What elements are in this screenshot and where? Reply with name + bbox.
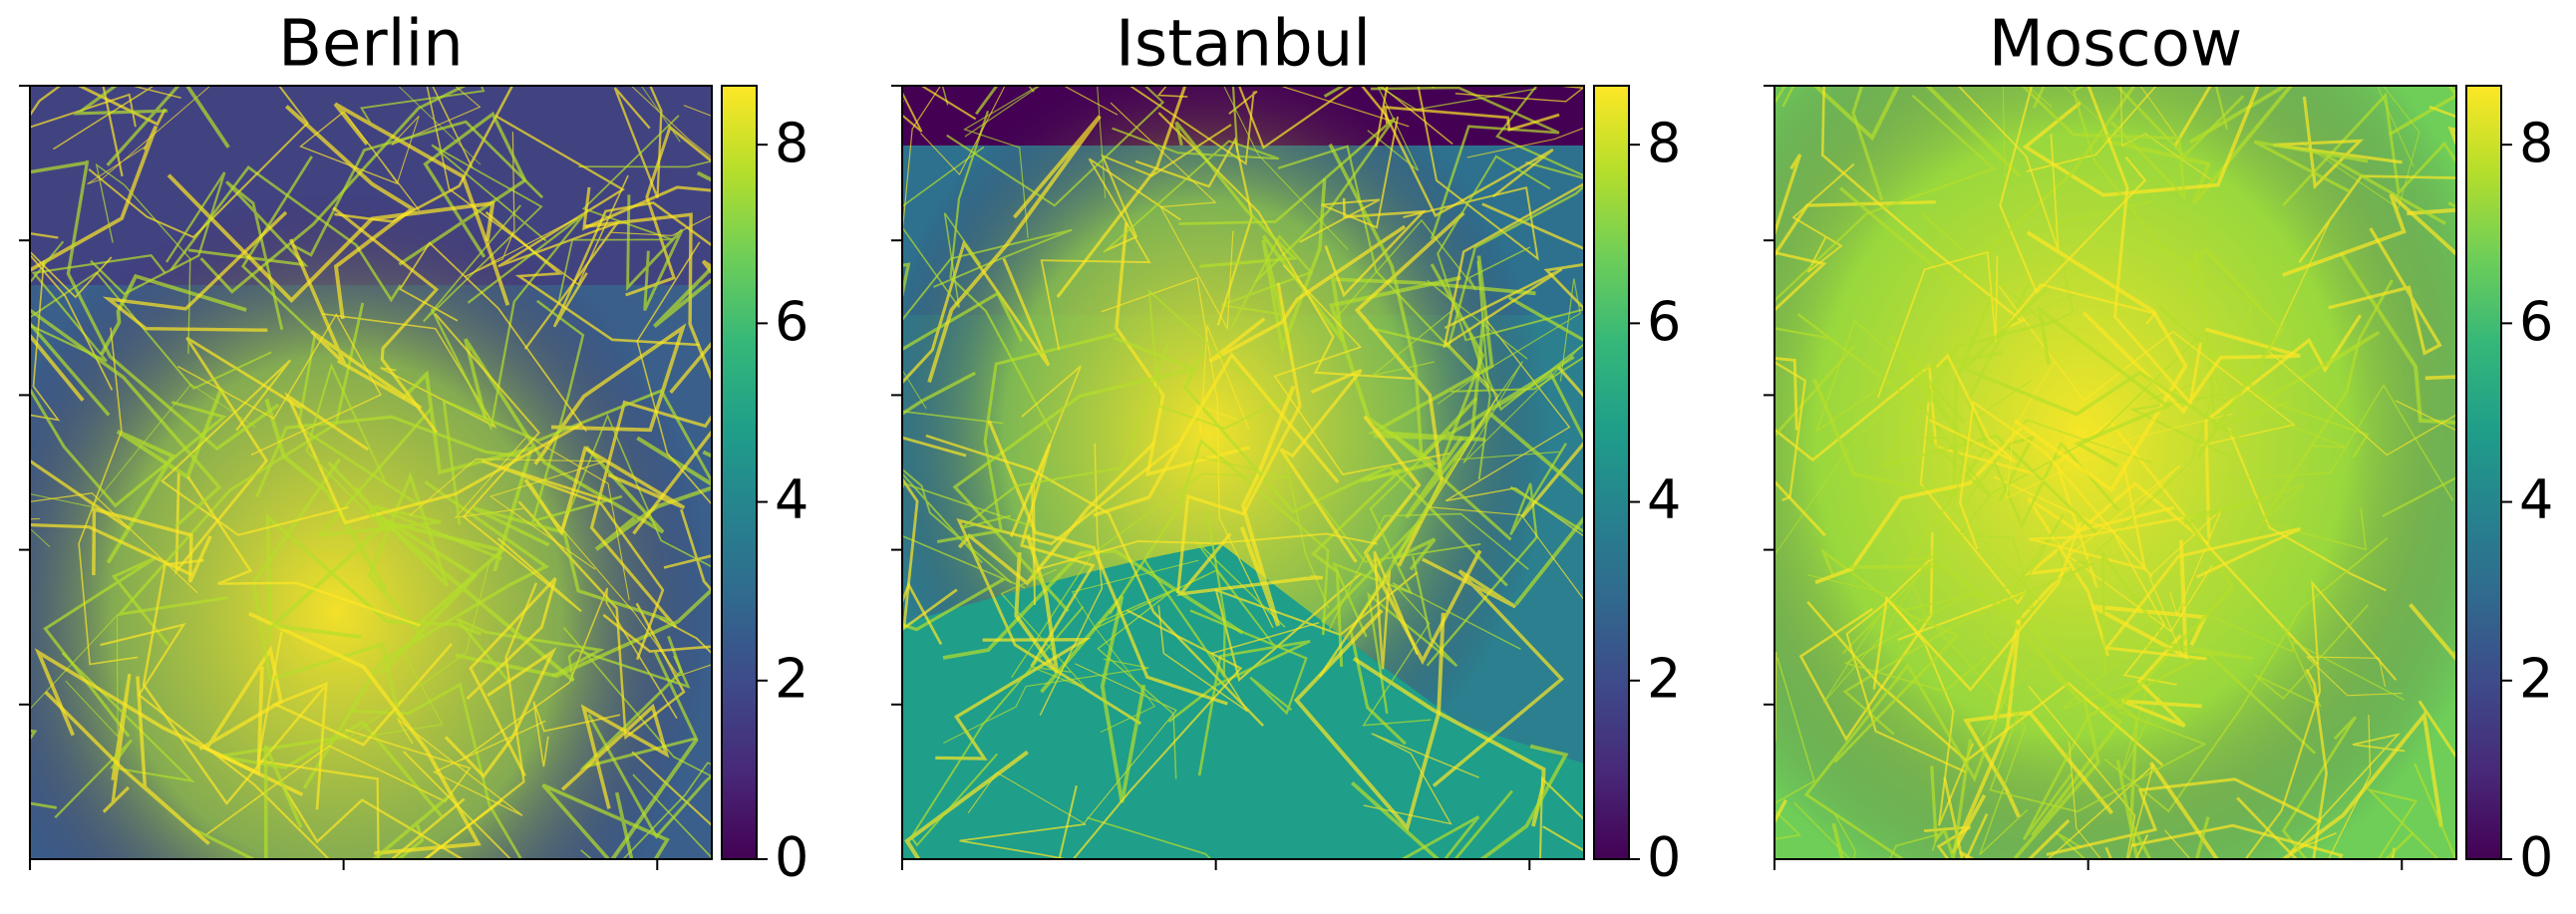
- panel-title: Istanbul: [1116, 8, 1371, 82]
- colorbar-tick-label: 2: [1647, 647, 1681, 710]
- colorbar-tick-label: 6: [775, 290, 808, 353]
- panel: Moscow 0 2 4 6 8: [1764, 8, 2553, 889]
- colorbar-tick-label: 0: [775, 826, 808, 889]
- colorbar-tick-label: 2: [2519, 647, 2553, 710]
- colorbar: [2465, 85, 2502, 860]
- colorbar-tick-label: 0: [1647, 826, 1681, 889]
- colorbar-tick-label: 8: [1647, 112, 1681, 174]
- colorbar-tick-label: 4: [1647, 468, 1681, 531]
- panel-title: Berlin: [278, 8, 464, 82]
- colorbar-tick-label: 4: [2519, 468, 2553, 531]
- colorbar-tick-label: 0: [2519, 826, 2553, 889]
- colorbar-tick-label: 6: [2519, 290, 2553, 353]
- heatmap-image: [30, 86, 712, 859]
- colorbar: [1593, 85, 1630, 860]
- plot-frame: [901, 85, 1585, 860]
- colorbar-tick-label: 8: [2519, 112, 2553, 174]
- colorbar-tick-label: 4: [775, 468, 808, 531]
- heatmap-image: [902, 86, 1584, 859]
- panel: Berlin 0 2 4 6 8: [19, 8, 808, 889]
- plot-frame: [29, 85, 713, 860]
- colorbar-tick-label: 8: [775, 112, 808, 174]
- colorbar-tick-label: 6: [1647, 290, 1681, 353]
- heatmap-image: [1774, 86, 2456, 859]
- panel-title: Moscow: [1989, 8, 2242, 82]
- colorbar: [721, 85, 758, 860]
- colorbar-tick-label: 2: [775, 647, 808, 710]
- panel: Istanbul 0 2 4 6 8: [891, 8, 1681, 889]
- plot-frame: [1773, 85, 2457, 860]
